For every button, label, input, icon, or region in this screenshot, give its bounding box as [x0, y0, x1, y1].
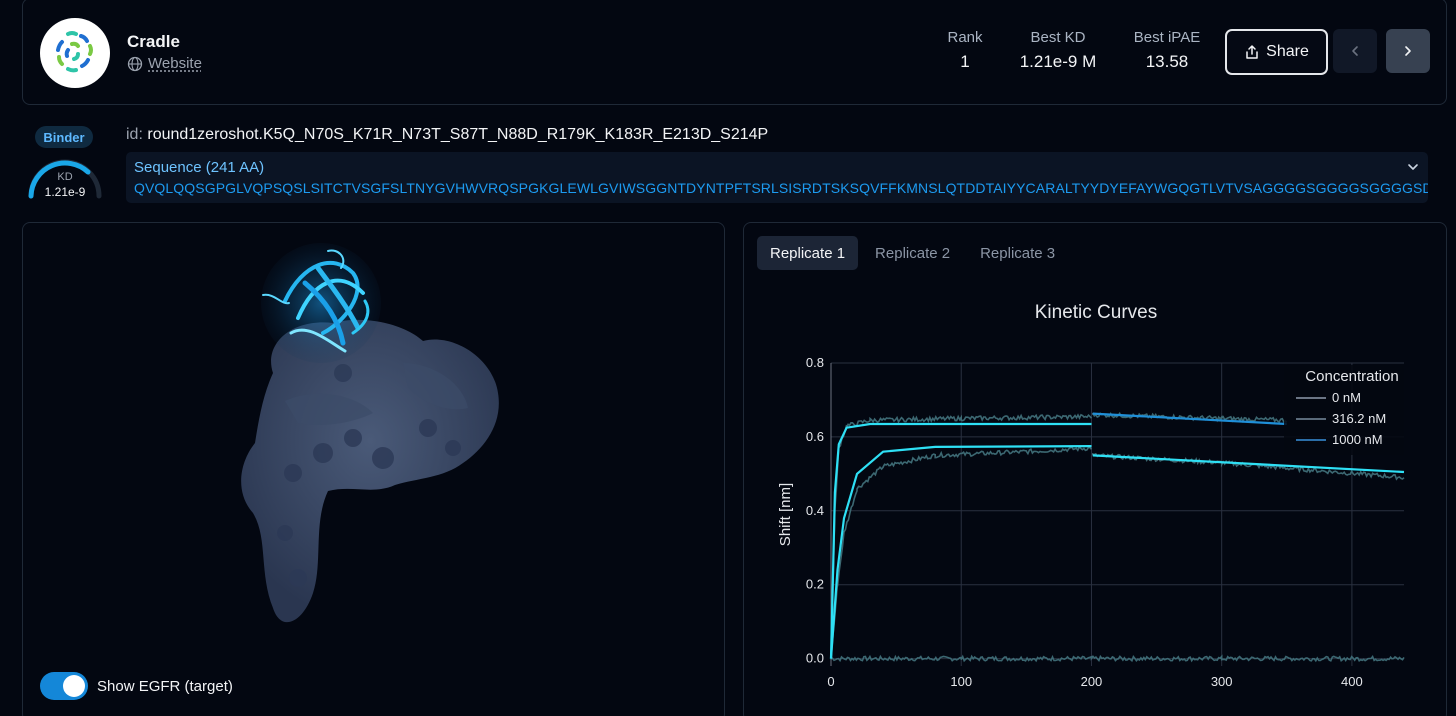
header-card: Cradle Website Rank 1 Best KD 1.21e-9 M … [22, 0, 1447, 105]
fit-line [1092, 454, 1405, 474]
y-axis-label: Shift [nm] [777, 483, 794, 546]
cradle-logo-icon [56, 31, 93, 73]
fit-line [1092, 412, 1287, 426]
stat-best-ipae: Best iPAE 13.58 [1126, 29, 1208, 72]
legend-title: Concentration [1305, 368, 1398, 385]
kinetics-panel: Replicate 1 Replicate 2 Replicate 3 Kine… [743, 222, 1447, 716]
protein-structure-image[interactable] [23, 223, 725, 663]
stat-value: 13.58 [1145, 52, 1189, 71]
structure-viewer[interactable]: Show EGFR (target) [22, 222, 725, 716]
series-line [830, 411, 1288, 658]
share-label: Share [1266, 43, 1309, 60]
kinetic-curves-chart[interactable]: Kinetic Curves 0 100 200 300 400 0.0 0.2 0.4 0.6 0… [744, 283, 1447, 716]
y-tick-label: 0.8 [806, 355, 824, 370]
stat-label: Best KD [1030, 29, 1086, 46]
stat-best-kd: Best KD 1.21e-9 M [1013, 29, 1103, 72]
series-line [830, 654, 1405, 663]
share-button[interactable]: Share [1225, 29, 1328, 75]
chevron-down-icon[interactable] [1406, 160, 1420, 174]
y-tick-label: 0.4 [806, 503, 824, 518]
fit-line [829, 422, 1092, 659]
org-name: Cradle [127, 32, 180, 51]
replicate-tabs: Replicate 1 Replicate 2 Replicate 3 [757, 236, 1068, 270]
chevron-left-icon [1352, 46, 1358, 56]
share-icon [1246, 45, 1258, 59]
legend-label: 1000 nM [1332, 432, 1383, 447]
kd-gauge-arc-icon [28, 159, 102, 199]
y-tick-label: 0.2 [806, 577, 824, 592]
chart-title: Kinetic Curves [1035, 302, 1158, 323]
sequence-id-value: round1zeroshot.K5Q_N70S_K71R_N73T_S87T_N… [147, 126, 769, 143]
kd-value: 1.21e-9 [44, 185, 86, 199]
tab-replicate-2[interactable]: Replicate 2 [875, 244, 951, 262]
show-target-label: Show EGFR (target) [97, 678, 233, 695]
show-target-toggle[interactable] [40, 672, 88, 700]
series-line [830, 445, 1405, 660]
sequence-id-prefix: id: [126, 126, 143, 143]
sequence-text: QVQLQQSGPGLVQPSQSLSITCTVSGFSLTNYGVHWVRQS… [134, 180, 1428, 196]
x-tick-label: 100 [950, 674, 972, 689]
stat-value: 1.21e-9 M [1019, 52, 1097, 71]
fit-line [829, 445, 1092, 659]
stat-label: Rank [947, 29, 983, 46]
org-logo [40, 18, 110, 88]
previous-button[interactable] [1333, 29, 1377, 73]
legend-label: 0 nM [1332, 390, 1361, 405]
tab-replicate-3[interactable]: Replicate 3 [980, 244, 1056, 262]
globe-icon [127, 56, 143, 71]
sequence-panel[interactable]: Sequence (241 AA) QVQLQQSGPGLVQPSQSLSITC… [126, 152, 1428, 203]
toggle-knob [63, 675, 85, 697]
website-label[interactable]: Website [148, 55, 202, 72]
y-tick-label: 0.6 [806, 429, 824, 444]
next-button[interactable] [1386, 29, 1430, 73]
binder-badge: Binder [35, 126, 93, 148]
website-link[interactable]: Website [127, 55, 202, 72]
legend-label: 316.2 nM [1332, 411, 1386, 426]
stat-value: 1 [960, 52, 970, 71]
x-tick-label: 400 [1341, 674, 1363, 689]
sequence-id: id: round1zeroshot.K5Q_N70S_K71R_N73T_S8… [126, 126, 768, 144]
x-tick-label: 200 [1081, 674, 1103, 689]
x-tick-label: 300 [1211, 674, 1233, 689]
chevron-right-icon [1405, 46, 1411, 56]
kd-gauge: KD 1.21e-9 [26, 154, 104, 200]
x-tick-label: 0 [827, 674, 834, 689]
sequence-title: Sequence (241 AA) [134, 159, 265, 176]
tab-replicate-1[interactable]: Replicate 1 [757, 236, 859, 270]
stat-rank: Rank 1 [939, 29, 991, 72]
y-tick-label: 0.0 [806, 651, 824, 666]
kd-label: KD [57, 171, 73, 183]
stat-label: Best iPAE [1133, 29, 1201, 46]
